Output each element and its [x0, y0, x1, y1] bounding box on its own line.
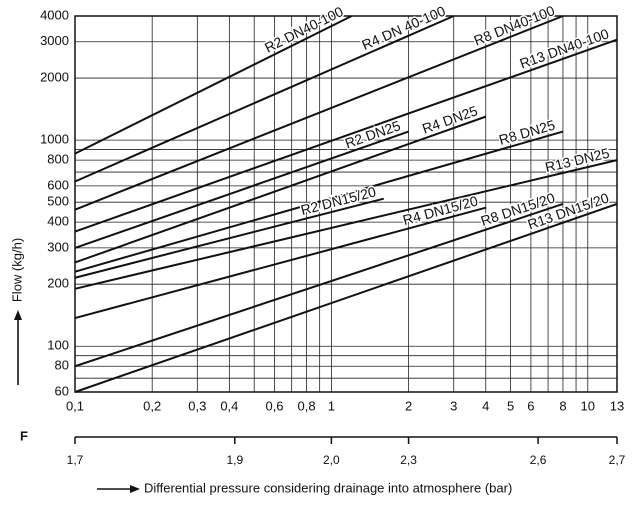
x-tick-label: 0,4 [220, 398, 238, 413]
x-tick-label: 5 [507, 398, 514, 413]
data-line [74, 206, 487, 320]
y-tick-label: 800 [47, 152, 69, 167]
data-line [74, 15, 455, 183]
x-tick-label: 0,3 [188, 398, 206, 413]
data-line [74, 130, 564, 273]
series-label: R4 DN25 [420, 102, 480, 136]
y-axis-label: Flow (kg/h) [9, 238, 24, 302]
series-label: R13 DN40-100 [518, 25, 612, 71]
y-tick-label: 300 [47, 239, 69, 254]
series-label: R2 DN15/20 [299, 183, 378, 218]
y-arrow-head [14, 310, 22, 320]
y-tick-label: 3000 [40, 33, 69, 48]
x-tick-label: 4 [482, 398, 489, 413]
x-tick-label: 10 [581, 398, 595, 413]
x-tick-label: 2 [405, 398, 412, 413]
f-tick-label: 1,9 [226, 453, 243, 467]
x-tick-label: 13 [610, 398, 624, 413]
y-tick-label: 80 [55, 358, 69, 373]
data-line [74, 38, 618, 233]
x-tick-label: 3 [450, 398, 457, 413]
x-tick-label: 8 [559, 398, 566, 413]
data-line [74, 203, 618, 393]
x-tick-label: 1 [328, 398, 335, 413]
f-tick-label: 2,6 [530, 453, 547, 467]
data-line [74, 15, 353, 155]
x-tick-label: 0,1 [66, 398, 84, 413]
y-tick-label: 1000 [40, 132, 69, 147]
data-line [74, 15, 564, 211]
x-tick-label: 6 [527, 398, 534, 413]
x-arrow-head [130, 485, 140, 493]
data-line [74, 130, 409, 249]
f-tick-label: 2,7 [609, 453, 626, 467]
y-tick-label: 100 [47, 338, 69, 353]
x-tick-label: 0,6 [265, 398, 283, 413]
x-axis-label: Differential pressure considering draina… [144, 480, 512, 495]
x-tick-label: 0,8 [298, 398, 316, 413]
y-tick-label: 200 [47, 276, 69, 291]
data-line [74, 159, 618, 290]
f-tick-label: 2,3 [400, 453, 417, 467]
data-line [74, 203, 564, 368]
f-tick-label: 2,0 [323, 453, 340, 467]
y-tick-label: 2000 [40, 69, 69, 84]
y-tick-label: 60 [55, 383, 69, 398]
f-axis-label: F [20, 428, 28, 443]
y-tick-label: 600 [47, 177, 69, 192]
data-line [74, 115, 487, 264]
series-label: R4 DN15/20 [401, 193, 480, 228]
f-tick-label: 1,7 [67, 453, 84, 467]
y-tick-label: 4000 [40, 7, 69, 22]
y-tick-label: 400 [47, 214, 69, 229]
x-tick-label: 0,2 [143, 398, 161, 413]
series-label: R2 DN25 [343, 117, 403, 151]
y-tick-label: 500 [47, 194, 69, 209]
data-line [74, 197, 384, 279]
series-label: R4 DN 40-100 [359, 2, 448, 53]
